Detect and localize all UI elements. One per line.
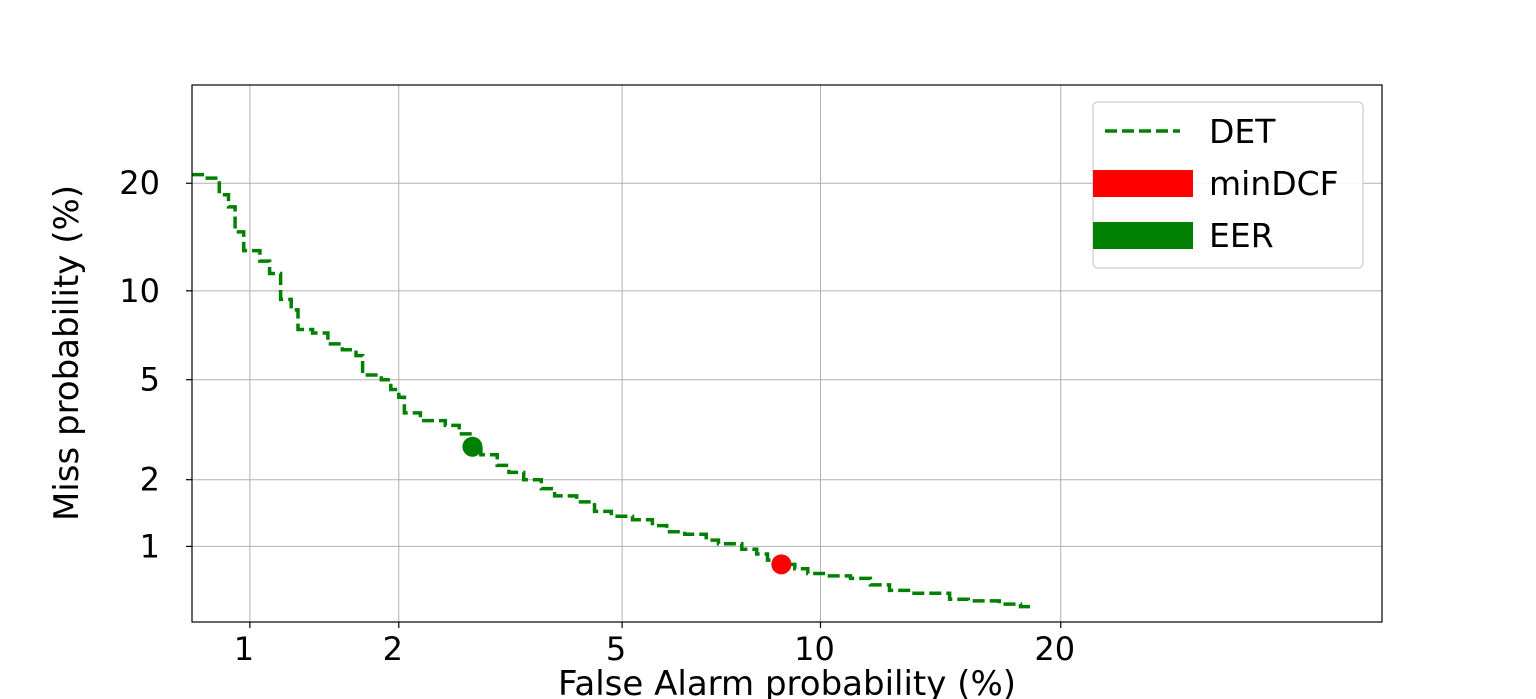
- series-layer: [192, 172, 1031, 609]
- x-tick-label: 1: [234, 630, 254, 668]
- legend-eer-swatch: [1093, 222, 1193, 249]
- y-tick-label: 10: [119, 272, 160, 310]
- x-tick-label: 5: [606, 630, 626, 668]
- tick-layer: 1 2 5 10 20 1 2 5 10 20: [119, 164, 1075, 668]
- y-tick-label: 2: [140, 461, 160, 499]
- y-axis-title: Miss probability (%): [47, 185, 87, 521]
- legend-eer-label: EER: [1209, 216, 1274, 255]
- y-tick-label: 5: [140, 361, 160, 399]
- legend-mindcf-swatch: [1093, 170, 1193, 197]
- x-tick-label: 2: [383, 630, 403, 668]
- y-tick-label: 1: [140, 527, 160, 565]
- legend-det-label: DET: [1209, 112, 1276, 151]
- legend: DET minDCF EER: [1092, 101, 1364, 269]
- plot-frame: [191, 84, 1383, 623]
- x-tick-label: 20: [1034, 630, 1075, 668]
- mindcf-marker: [771, 554, 792, 575]
- markers-layer: [462, 436, 792, 575]
- x-tick-label: 10: [794, 630, 835, 668]
- det-curve: [192, 172, 1031, 609]
- eer-marker: [462, 436, 483, 457]
- x-axis-title: False Alarm probability (%): [558, 664, 1016, 699]
- y-tick-label: 20: [119, 164, 160, 202]
- legend-mindcf-label: minDCF: [1209, 164, 1339, 203]
